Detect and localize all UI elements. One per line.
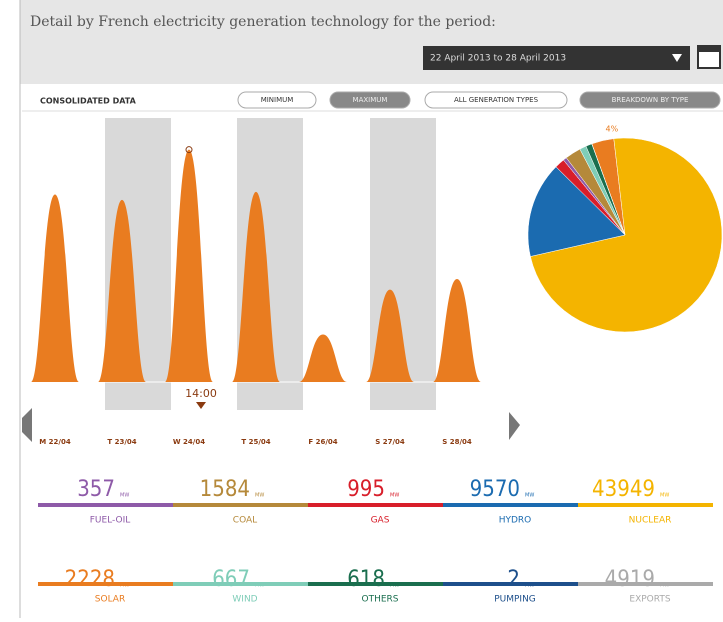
area-peak	[98, 199, 146, 382]
stat-name: HYDRO	[499, 516, 532, 526]
pie-label: 4%	[606, 124, 619, 133]
header-band	[20, 0, 723, 84]
stat-value: 618	[347, 567, 385, 592]
pie-slice	[527, 166, 626, 257]
calendar-icon-top	[698, 46, 720, 52]
x-tick-label: T 23/04	[107, 438, 136, 446]
stat-unit: MW	[660, 493, 669, 499]
stat-unit: MW	[390, 493, 399, 499]
button-label: MAXIMUM	[353, 96, 388, 104]
stat-value: 2228	[65, 567, 115, 592]
button-label: BREAKDOWN BY TYPE	[612, 96, 689, 104]
stat-unit: MW	[525, 493, 534, 499]
stat-name: EXPORTS	[629, 595, 670, 605]
pie-slice	[530, 137, 723, 333]
stat-bar	[578, 582, 713, 586]
x-tick-label: S 27/04	[375, 438, 405, 446]
date-range: 22 April 2013 to 28 April 2013	[430, 54, 566, 64]
stat-bar	[578, 503, 713, 507]
peak-marker	[185, 146, 193, 154]
stat-value: 43949	[592, 477, 655, 502]
stat-value: 667	[212, 567, 250, 592]
stat-name: WIND	[232, 595, 257, 605]
x-tick-label: T 25/04	[241, 438, 270, 446]
date-dropdown[interactable]	[423, 46, 690, 70]
stat-value: 9570	[470, 477, 520, 502]
stat-bar	[443, 503, 578, 507]
pie-slice	[591, 143, 626, 236]
prev-arrow[interactable]	[22, 408, 32, 442]
x-tick-label: W 24/04	[173, 438, 205, 446]
stat-bar	[38, 582, 173, 586]
stat-name: NUCLEAR	[629, 516, 672, 526]
stat-name: FUEL-OIL	[90, 516, 131, 526]
button-label: ALL GENERATION TYPES	[454, 96, 539, 104]
stat-unit: MW	[255, 493, 264, 499]
stat-value: 357	[77, 477, 115, 502]
stat-value: 2	[507, 567, 520, 592]
toggle-button[interactable]	[424, 91, 568, 109]
area-peak	[433, 279, 481, 382]
stat-name: OTHERS	[361, 595, 398, 605]
stat-name: GAS	[371, 516, 390, 526]
area-peak	[165, 149, 213, 382]
header-title: Detail by French electricity generation …	[30, 14, 496, 30]
annotation: 14:00	[185, 387, 217, 400]
toggle-button[interactable]	[237, 91, 317, 109]
stat-value: 995	[347, 477, 385, 502]
stat-name: SOLAR	[95, 595, 125, 605]
x-tick-label: M 22/04	[39, 438, 71, 446]
annotation-arrow	[196, 402, 206, 409]
area-peak	[31, 194, 79, 382]
x-tick-label: F 26/04	[308, 438, 337, 446]
section-label: CONSOLIDATED DATA	[40, 97, 137, 106]
stat-bar	[308, 503, 443, 507]
stat-bar	[173, 503, 308, 507]
stat-bar	[173, 582, 308, 586]
stat-unit: MW	[120, 493, 129, 499]
stat-value: 4919	[605, 567, 655, 592]
stat-name: COAL	[233, 516, 257, 526]
dropdown-arrow	[672, 54, 682, 62]
area-peak	[366, 289, 414, 382]
stat-bar	[38, 503, 173, 507]
area-peak	[299, 334, 347, 382]
toggle-button[interactable]	[579, 91, 721, 109]
toggle-button[interactable]	[329, 91, 411, 109]
next-arrow[interactable]	[509, 412, 520, 440]
stat-bar	[443, 582, 578, 586]
stat-name: PUMPING	[494, 595, 536, 605]
button-label: MINIMUM	[261, 96, 294, 104]
stat-bar	[308, 582, 443, 586]
x-tick-label: S 28/04	[442, 438, 472, 446]
stat-value: 1584	[200, 477, 250, 502]
area-peak	[232, 191, 280, 382]
